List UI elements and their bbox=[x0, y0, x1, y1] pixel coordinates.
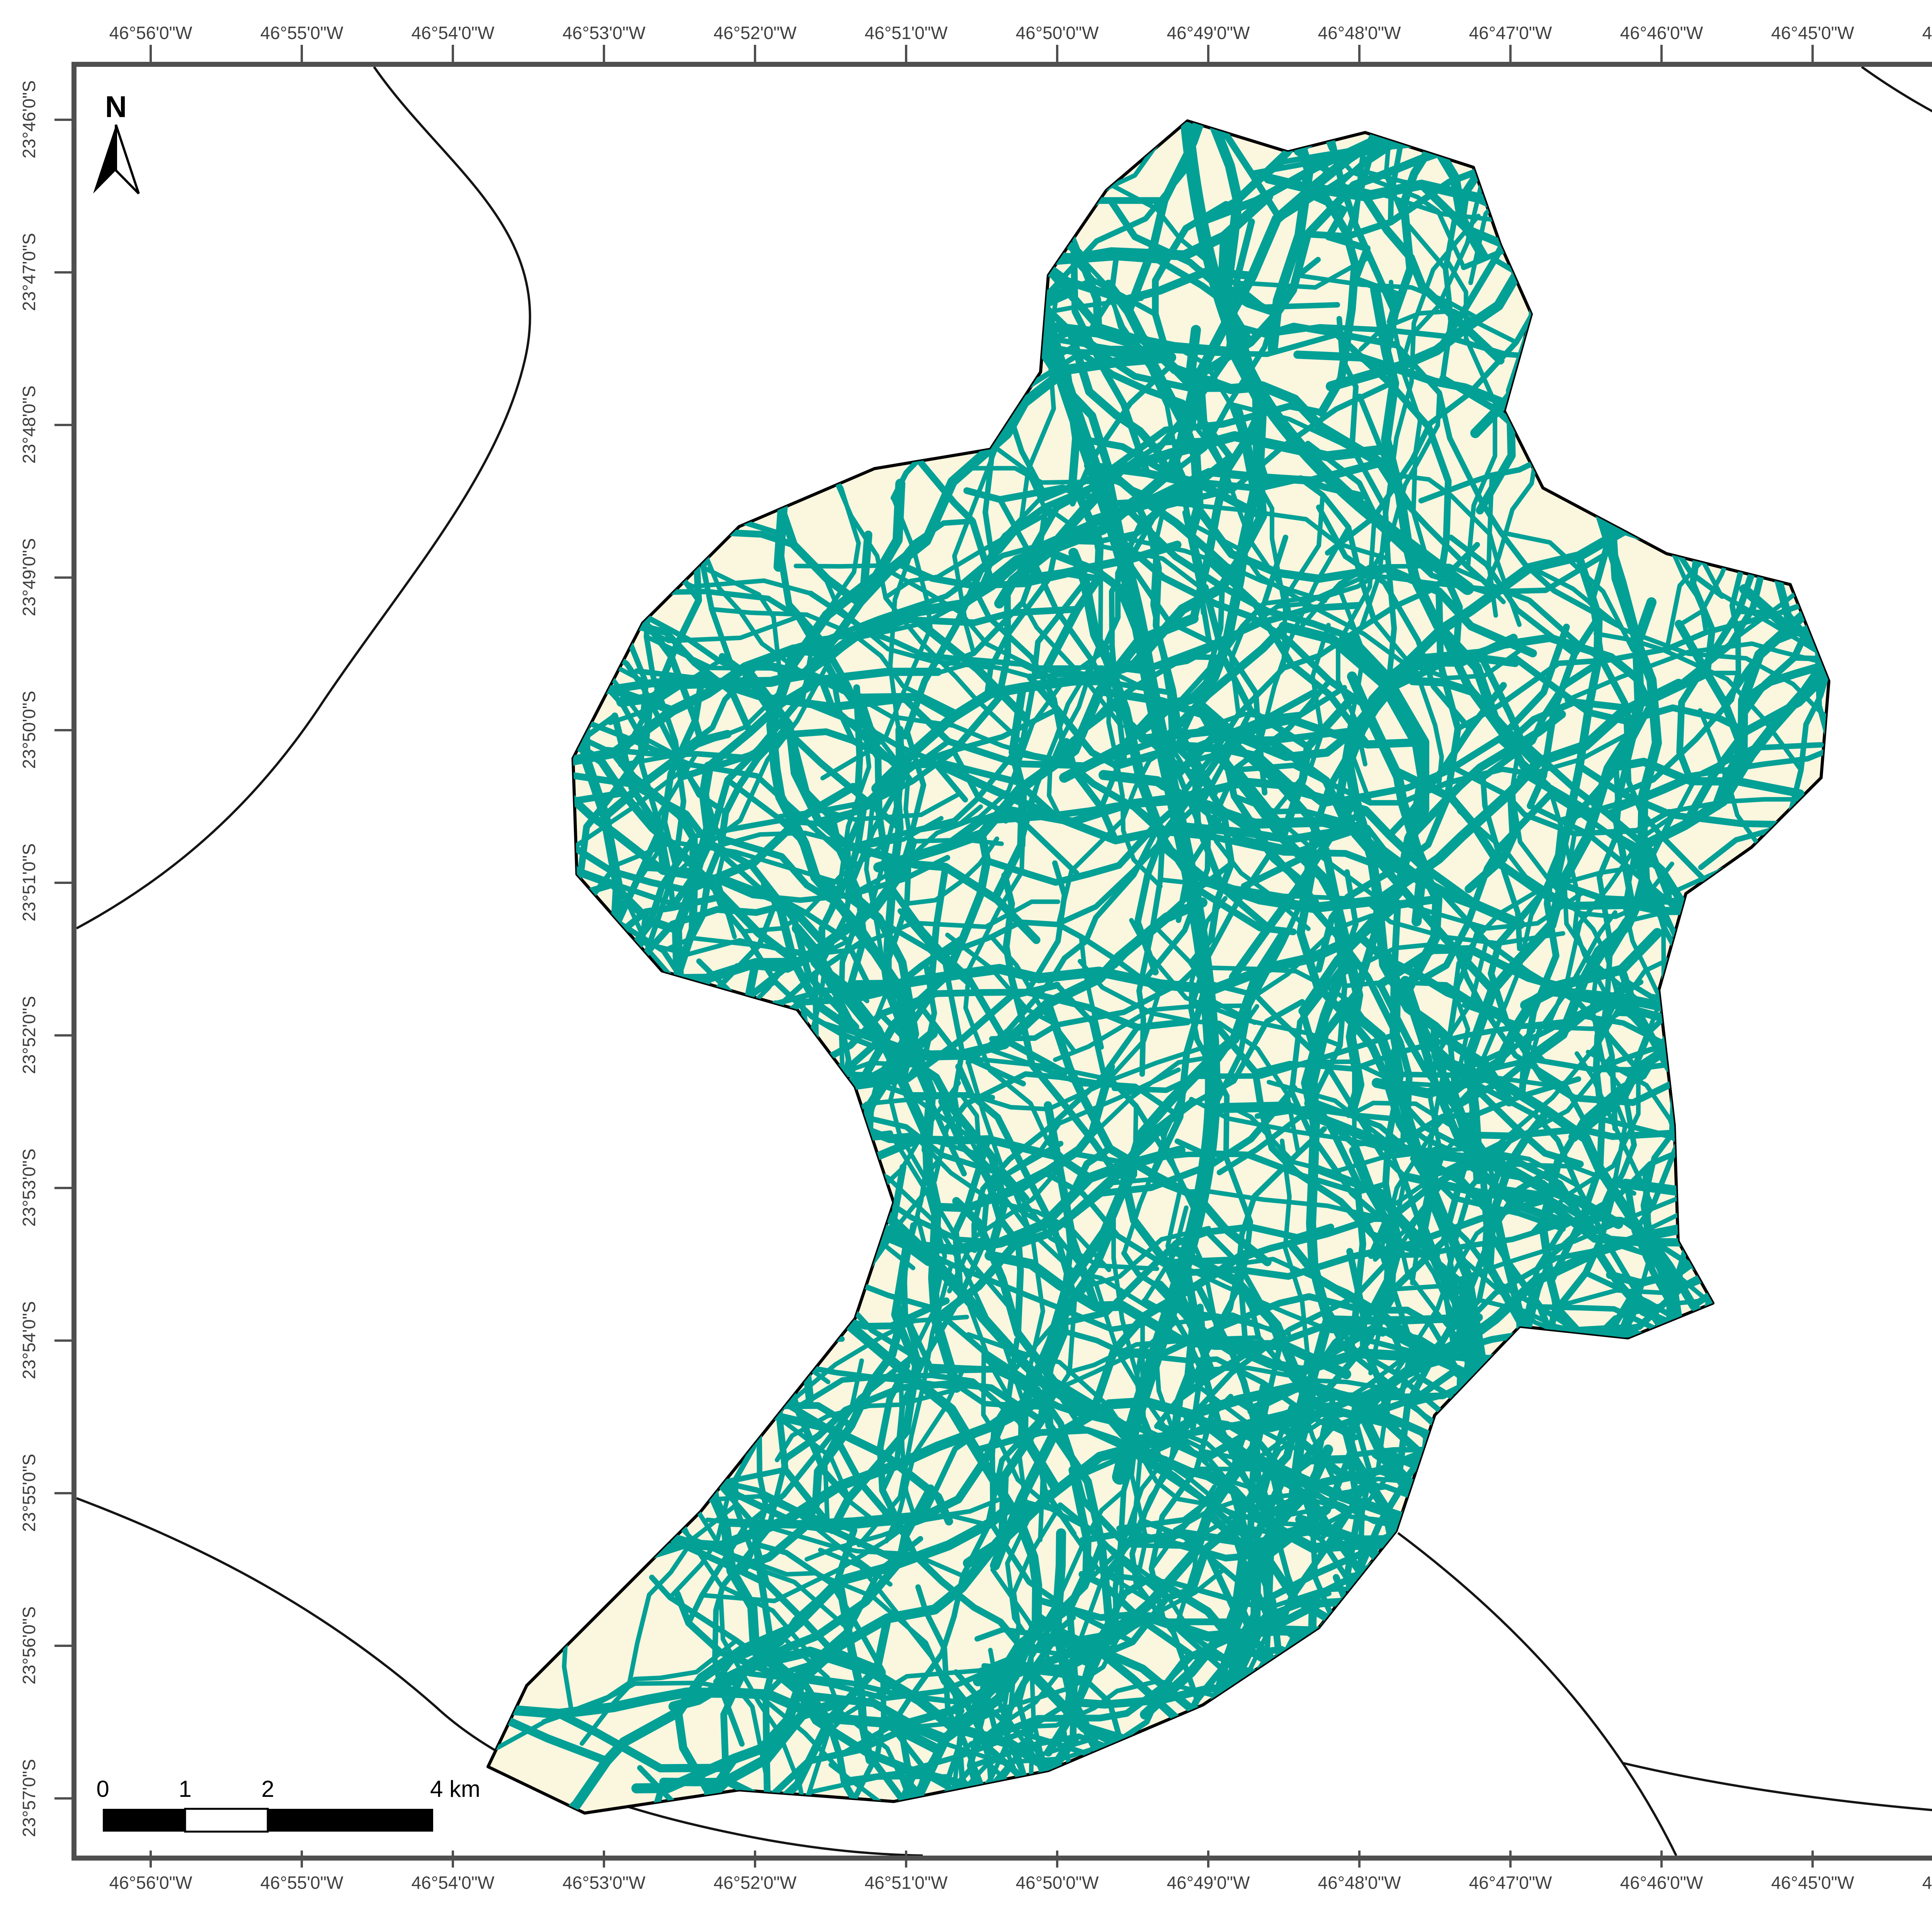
lon-label-top: 46°53'0"W bbox=[562, 23, 646, 43]
lon-tick-bottom bbox=[1811, 1851, 1814, 1868]
lon-label-bottom: 46°56'0"W bbox=[109, 1873, 192, 1893]
lon-label-bottom: 46°54'0"W bbox=[411, 1873, 495, 1893]
lat-label-left: 23°51'0"S bbox=[19, 843, 39, 922]
lon-label-top: 46°54'0"W bbox=[411, 23, 495, 43]
lat-label-left: 23°52'0"S bbox=[19, 996, 39, 1074]
municipality-map: N 0 1 2 4 km bbox=[77, 67, 1932, 1856]
lon-label-top: 46°46'0"W bbox=[1620, 23, 1703, 43]
lon-label-top: 46°51'0"W bbox=[864, 23, 948, 43]
lat-label-left: 23°57'0"S bbox=[19, 1759, 39, 1837]
lon-label-bottom: 46°53'0"W bbox=[562, 1873, 646, 1893]
lat-tick-left bbox=[54, 1187, 71, 1189]
lon-tick-bottom bbox=[1207, 1851, 1209, 1868]
scale-label-1: 1 bbox=[179, 1776, 191, 1802]
lon-tick-bottom bbox=[452, 1851, 454, 1868]
lon-tick-top bbox=[1056, 45, 1058, 62]
lon-label-bottom: 46°44'0"W bbox=[1922, 1873, 1932, 1893]
lon-tick-top bbox=[1207, 45, 1209, 62]
lat-tick-left bbox=[54, 1034, 71, 1037]
lon-label-bottom: 46°51'0"W bbox=[864, 1873, 948, 1893]
lon-tick-bottom bbox=[603, 1851, 605, 1868]
lon-tick-bottom bbox=[1509, 1851, 1512, 1868]
lon-tick-bottom bbox=[754, 1851, 756, 1868]
lon-label-top: 46°56'0"W bbox=[109, 23, 192, 43]
scale-label-2: 2 bbox=[261, 1776, 274, 1802]
lon-label-bottom: 46°52'0"W bbox=[713, 1873, 797, 1893]
lat-tick-left bbox=[54, 729, 71, 731]
lat-label-left: 23°46'0"S bbox=[19, 80, 39, 159]
lon-label-bottom: 46°46'0"W bbox=[1620, 1873, 1703, 1893]
lon-tick-top bbox=[1509, 45, 1512, 62]
lat-label-left: 23°49'0"S bbox=[19, 538, 39, 617]
lon-tick-bottom bbox=[1358, 1851, 1361, 1868]
lat-label-left: 23°53'0"S bbox=[19, 1148, 39, 1227]
lat-tick-left bbox=[54, 1645, 71, 1647]
lon-tick-top bbox=[754, 45, 756, 62]
lat-label-left: 23°55'0"S bbox=[19, 1453, 39, 1532]
lon-label-bottom: 46°47'0"W bbox=[1469, 1873, 1552, 1893]
lat-label-left: 23°47'0"S bbox=[19, 233, 39, 311]
lat-tick-left bbox=[54, 119, 71, 121]
lon-label-top: 46°48'0"W bbox=[1318, 23, 1401, 43]
north-label: N bbox=[105, 90, 127, 124]
lon-tick-top bbox=[452, 45, 454, 62]
north-arrow-icon: N bbox=[93, 90, 140, 195]
lon-tick-top bbox=[1660, 45, 1663, 62]
lon-label-bottom: 46°55'0"W bbox=[260, 1873, 344, 1893]
lat-tick-left bbox=[54, 576, 71, 579]
lat-tick-left bbox=[54, 1339, 71, 1342]
lon-label-top: 46°50'0"W bbox=[1015, 23, 1099, 43]
lon-tick-top bbox=[905, 45, 907, 62]
lon-label-top: 46°47'0"W bbox=[1469, 23, 1552, 43]
neighbor-boundaries bbox=[77, 67, 1932, 1856]
lon-tick-bottom bbox=[1660, 1851, 1663, 1868]
lat-label-left: 23°56'0"S bbox=[19, 1606, 39, 1685]
lon-label-top: 46°55'0"W bbox=[260, 23, 344, 43]
lon-label-bottom: 46°48'0"W bbox=[1318, 1873, 1401, 1893]
lon-tick-bottom bbox=[905, 1851, 907, 1868]
lat-label-left: 23°54'0"S bbox=[19, 1301, 39, 1380]
lon-label-bottom: 46°50'0"W bbox=[1015, 1873, 1099, 1893]
lon-label-bottom: 46°45'0"W bbox=[1771, 1873, 1854, 1893]
map-canvas: N 0 1 2 4 km bbox=[71, 62, 1932, 1861]
scale-label-0: 0 bbox=[96, 1776, 109, 1802]
lon-label-top: 46°45'0"W bbox=[1771, 23, 1854, 43]
lon-tick-top bbox=[150, 45, 152, 62]
lat-label-left: 23°50'0"S bbox=[19, 690, 39, 769]
lon-label-top: 46°44'0"W bbox=[1922, 23, 1932, 43]
lon-tick-top bbox=[603, 45, 605, 62]
lon-label-bottom: 46°49'0"W bbox=[1167, 1873, 1250, 1893]
lat-tick-left bbox=[54, 1797, 71, 1800]
scale-bar: 0 1 2 4 km bbox=[96, 1776, 480, 1833]
lon-tick-bottom bbox=[1056, 1851, 1058, 1868]
lat-tick-left bbox=[54, 882, 71, 884]
lon-tick-top bbox=[301, 45, 303, 62]
lon-tick-bottom bbox=[301, 1851, 303, 1868]
lon-tick-top bbox=[1358, 45, 1361, 62]
lat-tick-left bbox=[54, 271, 71, 274]
lon-label-top: 46°52'0"W bbox=[713, 23, 797, 43]
lat-tick-left bbox=[54, 424, 71, 426]
scale-label-4km: 4 km bbox=[430, 1776, 480, 1802]
lon-tick-bottom bbox=[150, 1851, 152, 1868]
lat-tick-left bbox=[54, 1492, 71, 1494]
lat-label-left: 23°48'0"S bbox=[19, 385, 39, 464]
lon-tick-top bbox=[1811, 45, 1814, 62]
lon-label-top: 46°49'0"W bbox=[1167, 23, 1250, 43]
